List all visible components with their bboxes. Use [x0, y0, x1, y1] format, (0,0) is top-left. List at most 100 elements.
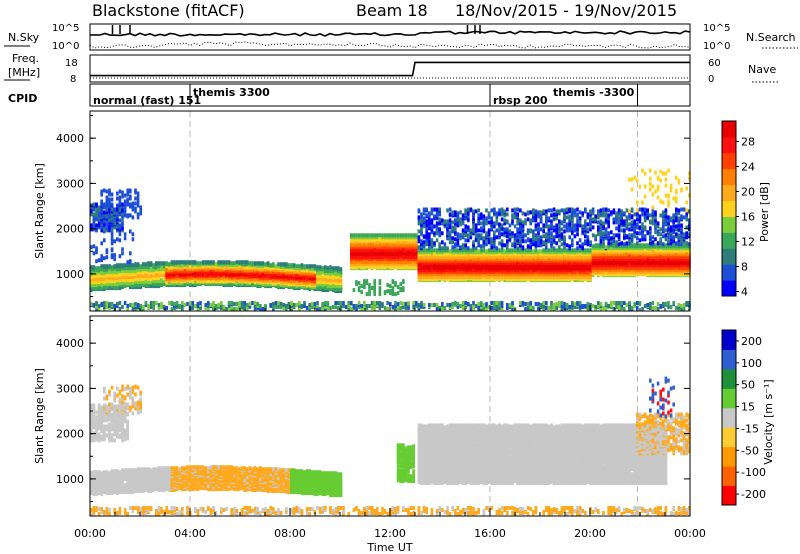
power-cell: [435, 238, 439, 243]
power-cell: [105, 203, 109, 208]
power-cell: [511, 307, 514, 311]
power-cell: [485, 249, 488, 254]
power-cell: [204, 306, 207, 310]
power-cell: [165, 306, 168, 310]
power-cell: [472, 246, 475, 251]
power-cell: [422, 207, 426, 212]
power-cell: [503, 227, 506, 232]
power-cell: [95, 210, 98, 215]
power-cell: [433, 207, 436, 212]
power-cell: [402, 302, 405, 306]
power-cell: [425, 231, 428, 236]
power-cell: [152, 304, 155, 308]
power-cell: [485, 238, 488, 243]
power-cell: [110, 273, 114, 278]
power-cell: [503, 233, 506, 238]
power-cell: [456, 238, 460, 243]
power-cell: [126, 188, 129, 193]
power-cell: [261, 272, 265, 277]
power-cell: [235, 260, 239, 265]
power-cell: [248, 261, 252, 266]
power-cell: [110, 241, 114, 246]
power-cell: [175, 304, 179, 308]
power-cell: [482, 236, 486, 241]
power-cell: [113, 207, 116, 212]
power-cell: [454, 227, 457, 232]
power-cell: [103, 264, 106, 269]
power-cell: [485, 208, 488, 213]
power-cell: [386, 233, 389, 238]
power-cell: [365, 233, 369, 238]
power-cell: [480, 248, 483, 253]
power-cell: [433, 224, 436, 229]
power-cell: [482, 244, 486, 249]
power-cell: [490, 301, 493, 305]
power-cell: [461, 301, 465, 305]
power-cell: [378, 301, 382, 305]
sky-tick-bottom: 10^0: [52, 41, 79, 52]
power-cell: [500, 304, 504, 308]
power-cell: [313, 305, 317, 309]
power-cell: [376, 233, 379, 238]
n-sky-label: N.Sky: [8, 31, 40, 44]
power-cell: [441, 231, 444, 236]
power-cell: [100, 228, 103, 233]
power-cell: [360, 304, 363, 308]
power-cell: [454, 248, 457, 253]
power-cell: [95, 246, 98, 251]
power-cell: [508, 229, 512, 234]
power-cell: [433, 248, 436, 253]
power-cell: [448, 207, 452, 212]
power-cell: [464, 301, 467, 305]
power-cell: [506, 303, 509, 307]
power-cell: [391, 305, 395, 309]
power-cell: [129, 303, 132, 307]
power-cell: [487, 248, 491, 253]
power-cell: [469, 307, 473, 311]
power-cell: [477, 306, 480, 310]
power-cell: [482, 218, 486, 223]
power-cell: [272, 262, 275, 267]
power-cell: [287, 263, 291, 268]
power-cell: [290, 263, 293, 268]
power-cell: [456, 302, 460, 306]
power-cell: [428, 232, 431, 237]
power-cell: [183, 260, 187, 265]
power-cell: [490, 219, 493, 224]
power-cell: [196, 261, 200, 266]
power-cell: [500, 301, 504, 305]
power-cell: [155, 261, 158, 266]
power-cell: [92, 303, 96, 307]
power-cell: [469, 304, 473, 308]
power-cell: [498, 208, 501, 213]
power-cell: [222, 305, 226, 309]
power-cell: [459, 233, 462, 238]
power-cell: [506, 248, 509, 253]
power-cell: [337, 301, 340, 305]
power-cell: [467, 233, 470, 238]
power-cell: [261, 261, 265, 266]
power-cell: [227, 260, 231, 265]
power-cell: [493, 301, 496, 305]
power-cell: [438, 211, 441, 216]
power-cell: [97, 304, 101, 308]
power-cell: [207, 260, 210, 265]
power-cell: [456, 217, 460, 222]
power-cell: [196, 302, 200, 306]
power-cell: [326, 306, 330, 310]
power-cell: [498, 248, 501, 253]
power-cell: [365, 279, 369, 284]
power-cell: [430, 207, 434, 212]
power-cell: [95, 259, 98, 264]
power-cell: [233, 302, 236, 306]
power-cell: [360, 290, 363, 295]
power-cell: [428, 242, 431, 247]
power-cell: [105, 255, 109, 260]
power-cell: [126, 260, 129, 265]
power-cell: [235, 302, 239, 306]
power-cell: [331, 266, 335, 271]
power-cell: [121, 251, 124, 256]
power-cell: [339, 267, 343, 272]
power-cell: [295, 264, 298, 269]
power-cell: [170, 301, 174, 305]
